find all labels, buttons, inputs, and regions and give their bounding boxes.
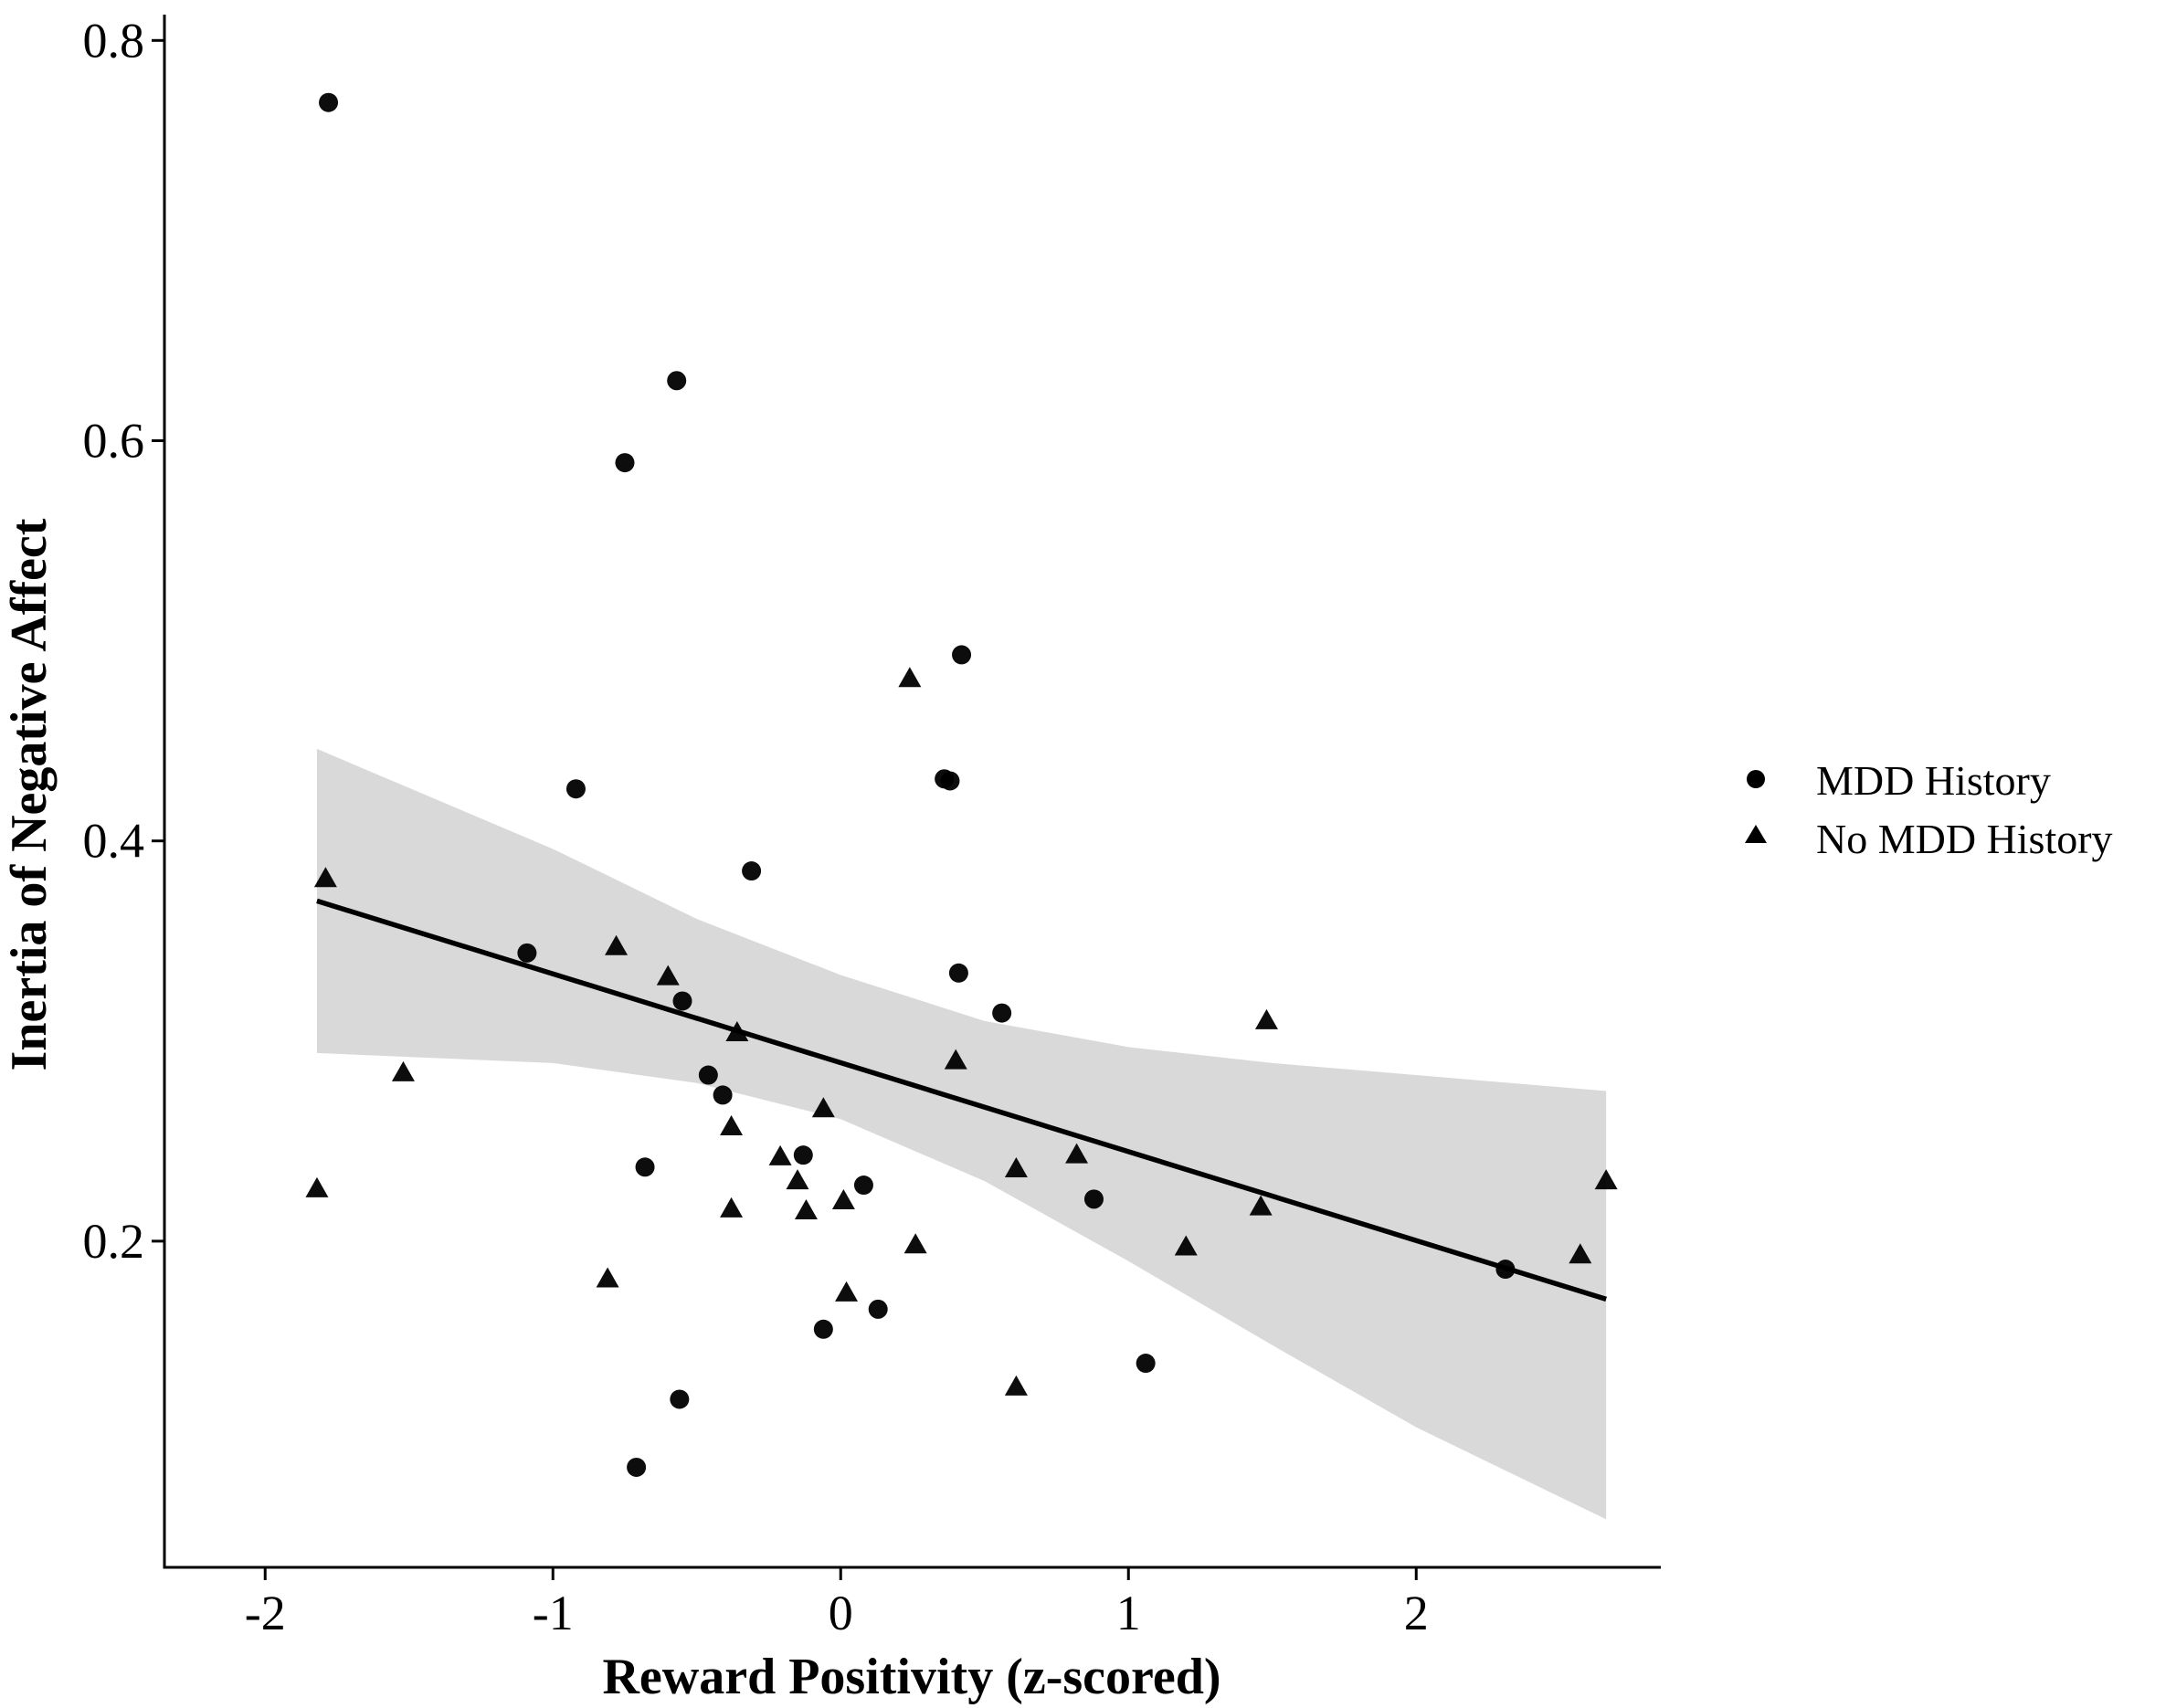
point-mdd-history — [698, 1065, 718, 1085]
fit-line-layer — [316, 898, 1607, 1302]
point-no-mdd-history — [898, 667, 922, 688]
x-tick-label: 0 — [829, 1586, 853, 1640]
point-no-mdd-history — [313, 867, 337, 888]
point-no-mdd-history — [596, 1267, 619, 1288]
point-no-mdd-history — [1249, 1195, 1273, 1216]
point-no-mdd-history — [720, 1197, 744, 1218]
point-mdd-history — [517, 943, 537, 963]
point-mdd-history — [627, 1457, 647, 1477]
point-no-mdd-history — [811, 1097, 835, 1118]
data-points-layer — [305, 92, 1618, 1477]
regression-line — [316, 898, 1607, 1302]
point-no-mdd-history — [944, 1049, 967, 1070]
point-mdd-history — [635, 1157, 655, 1177]
x-axis-title: Reward Positivity (z-scored) — [602, 1649, 1220, 1705]
x-tick-label: -1 — [533, 1586, 574, 1640]
point-no-mdd-history — [794, 1199, 818, 1220]
y-tick-label: 0.8 — [83, 13, 145, 68]
y-tick-label: 0.4 — [83, 814, 145, 869]
point-mdd-history — [1083, 1189, 1104, 1209]
y-axis-title: Inertia of Negative Affect — [1, 518, 58, 1070]
point-no-mdd-history — [786, 1169, 809, 1190]
x-tick-label: -2 — [245, 1586, 286, 1640]
point-mdd-history — [793, 1145, 813, 1165]
point-mdd-history — [813, 1319, 833, 1339]
confidence-band-layer — [316, 748, 1607, 1520]
point-no-mdd-history — [1254, 1008, 1278, 1029]
point-mdd-history — [853, 1176, 873, 1196]
point-no-mdd-history — [831, 1189, 855, 1210]
point-mdd-history — [992, 1003, 1012, 1023]
point-mdd-history — [672, 991, 692, 1011]
point-no-mdd-history — [768, 1144, 792, 1165]
point-mdd-history — [742, 861, 762, 881]
point-mdd-history — [319, 92, 339, 112]
point-mdd-history — [952, 645, 972, 665]
point-no-mdd-history — [835, 1281, 859, 1302]
point-no-mdd-history — [1594, 1169, 1618, 1190]
legend-label-no-mdd-history: No MDD History — [1816, 816, 2113, 862]
point-no-mdd-history — [656, 965, 680, 986]
x-tick-label: 2 — [1404, 1586, 1429, 1640]
point-no-mdd-history — [720, 1114, 744, 1135]
point-mdd-history — [1136, 1354, 1156, 1374]
point-mdd-history — [670, 1389, 690, 1409]
point-no-mdd-history — [1569, 1243, 1592, 1264]
point-no-mdd-history — [903, 1233, 927, 1254]
point-no-mdd-history — [1004, 1375, 1028, 1396]
legend-label-mdd-history: MDD History — [1816, 757, 2051, 804]
legend: MDD History No MDD History — [1745, 757, 2113, 862]
point-mdd-history — [565, 779, 586, 799]
point-mdd-history — [868, 1299, 888, 1319]
y-tick-label: 0.6 — [83, 413, 145, 468]
point-mdd-history — [940, 771, 960, 791]
point-mdd-history — [615, 453, 635, 473]
point-no-mdd-history — [305, 1176, 329, 1197]
point-mdd-history — [667, 371, 687, 391]
legend-triangle-marker — [1745, 825, 1767, 843]
axes-layer: -2 -1 0 1 2 0.2 0.4 0.6 0.8 — [83, 13, 1661, 1640]
point-no-mdd-history — [605, 934, 629, 955]
point-no-mdd-history — [1174, 1235, 1198, 1256]
confidence-band — [316, 748, 1607, 1520]
point-mdd-history — [948, 963, 968, 983]
y-tick-label: 0.2 — [83, 1214, 145, 1269]
point-no-mdd-history — [1004, 1156, 1028, 1177]
legend-circle-marker — [1747, 770, 1765, 788]
x-tick-label: 1 — [1116, 1586, 1141, 1640]
point-mdd-history — [713, 1085, 733, 1105]
point-no-mdd-history — [391, 1060, 415, 1081]
point-no-mdd-history — [1065, 1143, 1089, 1164]
